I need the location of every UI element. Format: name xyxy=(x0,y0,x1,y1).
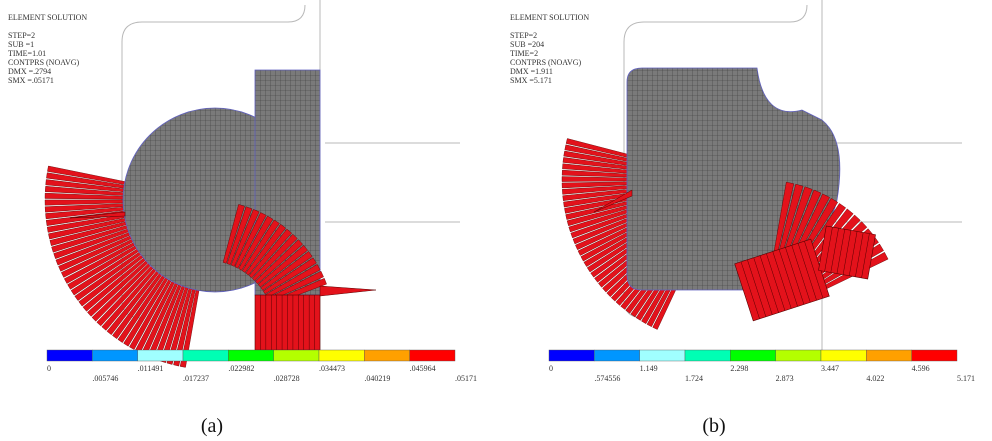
colorbar-label: .011491 xyxy=(138,364,164,373)
caption: (b) xyxy=(702,415,725,437)
header-line: SMX =5.171 xyxy=(510,76,552,85)
colorbar-label: 2.873 xyxy=(776,374,794,383)
colorbar-band xyxy=(319,350,364,361)
colorbar-band xyxy=(821,350,866,361)
colorbar-band xyxy=(138,350,183,361)
colorbar-band xyxy=(685,350,730,361)
colorbar-band xyxy=(183,350,228,361)
colorbar-label: .034473 xyxy=(319,364,345,373)
colorbar-label: 1.149 xyxy=(640,364,658,373)
colorbar-band xyxy=(730,350,775,361)
header-line: DMX =.2794 xyxy=(8,67,51,76)
colorbar-band xyxy=(410,350,455,361)
colorbar-band xyxy=(912,350,957,361)
colorbar-label: .045964 xyxy=(410,364,436,373)
contact-sliver xyxy=(320,286,376,296)
colorbar-band xyxy=(866,350,911,361)
colorbar-band xyxy=(776,350,821,361)
colorbar-band xyxy=(594,350,639,361)
colorbar-band xyxy=(47,350,92,361)
colorbar-label: 2.298 xyxy=(730,364,748,373)
header-line: CONTPRS (NOAVG) xyxy=(8,58,80,67)
colorbar-label: 4.596 xyxy=(912,364,930,373)
colorbar-label: 0 xyxy=(47,364,51,373)
colorbar-band xyxy=(92,350,137,361)
colorbar-label: 3.447 xyxy=(821,364,839,373)
colorbar-label: 5.171 xyxy=(957,374,975,383)
colorbar-label: .028728 xyxy=(274,374,300,383)
colorbar-label: 0 xyxy=(549,364,553,373)
pressure-block xyxy=(818,226,875,279)
colorbar-label: .574556 xyxy=(594,374,620,383)
header-line: TIME=2 xyxy=(510,49,538,58)
colorbar-band xyxy=(228,350,273,361)
colorbar-label: .005746 xyxy=(92,374,118,383)
header-line: DMX =1.911 xyxy=(510,67,553,76)
colorbar-band xyxy=(274,350,319,361)
colorbar-label: .040219 xyxy=(364,374,390,383)
colorbar-band xyxy=(364,350,409,361)
header-line: SMX =.05171 xyxy=(8,76,54,85)
colorbar-label: .017237 xyxy=(183,374,209,383)
header-line: CONTPRS (NOAVG) xyxy=(510,58,582,67)
colorbar-band xyxy=(549,350,594,361)
colorbar-label: 4.022 xyxy=(866,374,884,383)
header-line: ELEMENT SOLUTION xyxy=(8,13,87,22)
header-line: SUB =204 xyxy=(510,40,544,49)
header-line: TIME=1.01 xyxy=(8,49,46,58)
header-line: STEP=2 xyxy=(510,31,537,40)
caption: (a) xyxy=(201,415,223,437)
colorbar-label: .05171 xyxy=(455,374,477,383)
header-line: STEP=2 xyxy=(8,31,35,40)
header-line: ELEMENT SOLUTION xyxy=(510,13,589,22)
pressure-block xyxy=(255,295,320,350)
figure: ELEMENT SOLUTIONSTEP=2SUB =1TIME=1.01CON… xyxy=(0,0,992,441)
header-line: SUB =1 xyxy=(8,40,34,49)
colorbar-label: .022982 xyxy=(228,364,254,373)
colorbar-label: 1.724 xyxy=(685,374,703,383)
colorbar-band xyxy=(640,350,685,361)
